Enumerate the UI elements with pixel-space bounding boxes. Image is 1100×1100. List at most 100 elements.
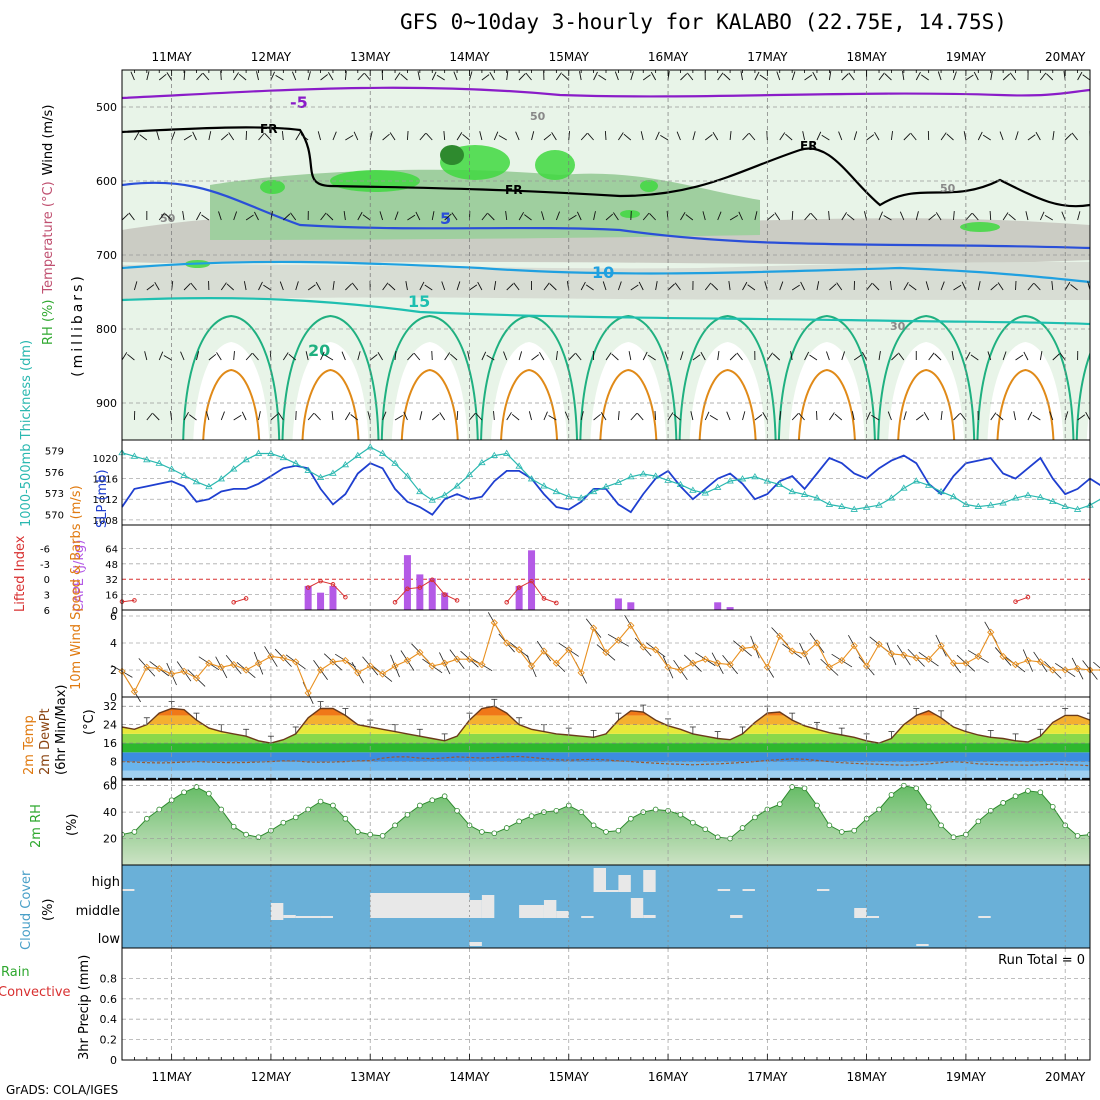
wind-speed-point [714,659,722,667]
wind-barb [576,211,582,221]
wind-speed-point [689,659,697,667]
thickness-point [838,502,846,509]
wind-barb [742,281,748,291]
wind-barb [623,133,632,141]
slp-tick-label: 1008 [93,516,118,527]
pressure-tick-label: 800 [96,323,117,336]
rh-point [553,807,560,814]
wind-barb [419,411,423,421]
wind-barb [543,411,548,421]
wind-barb [332,131,337,141]
wind-barb [655,131,660,141]
rh-point [1074,833,1081,839]
wind-barb [1025,211,1029,221]
wind-barb [816,281,820,291]
wind-barb [1039,351,1043,361]
wind-speed-point [825,663,834,671]
wind-barb [208,353,217,361]
wind-barb [481,212,488,221]
wind-speed-point [838,656,846,665]
lifted-index-line [394,579,458,603]
wind-barb [871,414,880,421]
wind-barb [990,412,997,421]
cloud-cover-bar [742,889,755,891]
wind-speed-point [403,656,412,665]
wind-barb [828,210,830,221]
wind-barb [326,213,334,221]
wind-speed-line [121,621,1100,695]
wind-barb [996,413,1004,421]
wind-barb [449,353,458,361]
wind-barb [1035,131,1041,141]
date-label-top: 11MAY [152,50,193,64]
rh-point [1049,804,1056,810]
wind-barb [836,282,843,291]
temp-ylabel: 2m Temp2m DewPt(6hr Min/Max) (°C) [22,685,97,775]
date-label-bottom: 16MAY [648,1070,689,1084]
wind-barb [740,71,743,81]
wind-barb [1052,353,1060,361]
wind-barb [903,281,909,291]
wind-barb [489,71,495,81]
thickness-point [800,490,809,497]
wind-barb [503,351,508,361]
wind-barb [1015,131,1019,141]
wind-barb [816,131,822,141]
li-tick-label: 6 [44,606,50,617]
thickness-point [403,472,412,479]
wind-barb [680,351,684,361]
date-label-bottom: 14MAY [449,1070,490,1084]
cape-bar [317,592,325,610]
date-label-top: 17MAY [747,50,788,64]
wind-barb [1059,352,1066,361]
wind-speed-point [676,666,685,674]
rh-saturated-cell [440,145,464,165]
wind-barb [1040,72,1047,81]
wind-barb [754,414,763,421]
wind-barb [518,351,523,361]
wind-barb [951,351,954,361]
wind-barb [729,214,739,221]
wind-barb [928,213,936,221]
wind-barb [884,73,892,81]
wind-barb [1077,414,1086,421]
lifted-index-point [243,596,249,601]
pressure-tick-label: 500 [96,101,117,114]
wind-barb [515,131,520,141]
wind-barb [728,281,731,291]
wind-barb [379,211,384,221]
wind-barb [642,351,648,361]
wind-barb [809,354,818,361]
wind-barb [243,281,247,291]
rh-dry-plume [1086,407,1090,440]
thickness-point [726,477,734,484]
wind-barb [617,410,620,421]
wind-barb [241,411,247,421]
wind-speed-point [912,654,920,662]
wind-barb [709,414,718,421]
wind-barb [394,211,399,221]
wind-barb [754,211,758,221]
date-label-bottom: 17MAY [747,1070,788,1084]
wind-barb [729,353,737,361]
isotherm-warm-lobe [500,368,559,440]
rh-moist-cell [260,180,285,194]
wind-speed-point [527,662,536,670]
thickness-point [589,487,598,495]
wind-barb [989,210,992,221]
wind-barb [723,73,731,81]
wind-barb [344,412,351,421]
cape-tick-label: 16 [105,591,118,602]
lifted-index-point [231,600,236,605]
rh-point [739,825,746,831]
wind-tick-label: 0 [110,691,117,704]
wind-barb [1008,213,1016,221]
wind-speed-point [279,654,287,662]
wind-barb [506,283,514,291]
pressure-tick-label: 700 [96,249,117,262]
wind-barb [903,411,907,421]
wind-barb [555,211,561,221]
wind-barb [417,71,421,81]
cloud-cover-bar [457,900,482,918]
wind-barb [357,351,361,361]
